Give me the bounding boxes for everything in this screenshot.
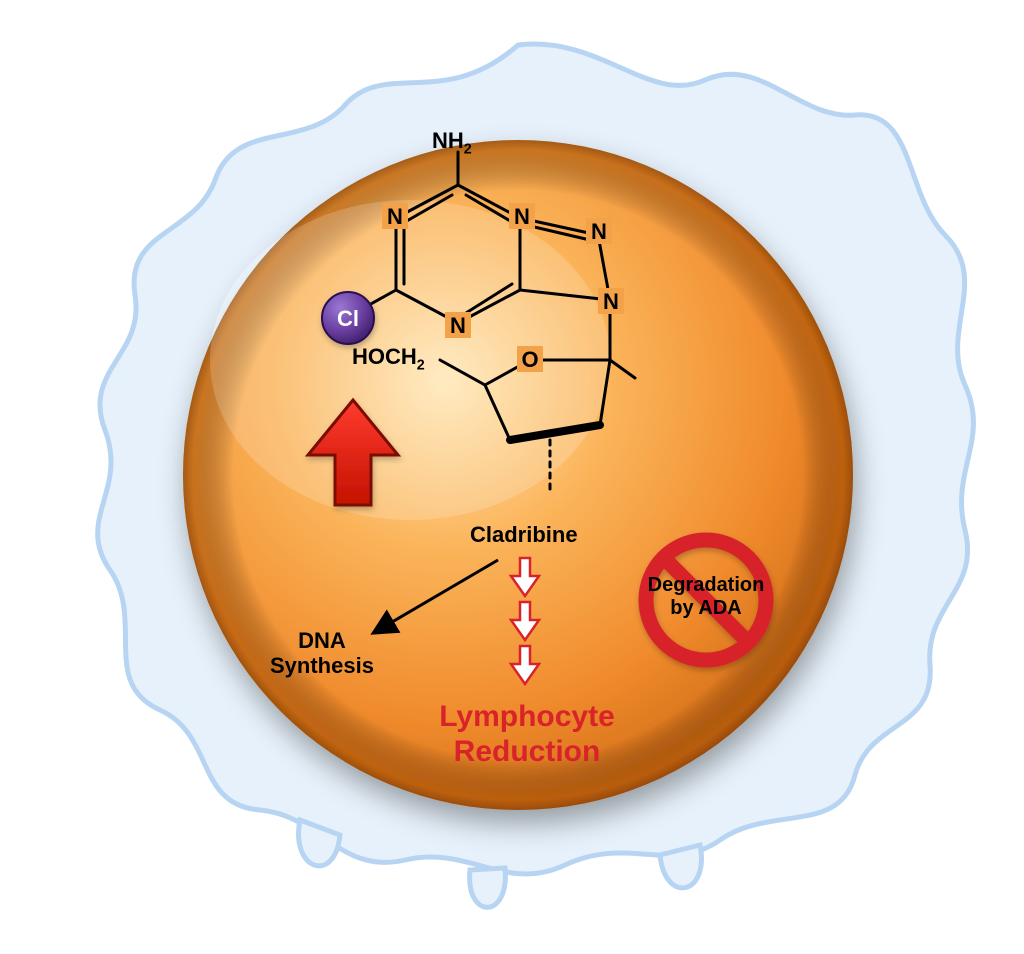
atom-n: N (450, 313, 466, 338)
atom-n: N (387, 204, 403, 229)
cladribine-label: Cladribine (470, 522, 578, 547)
diagram-svg: N N N N N O Cl (0, 0, 1024, 954)
dna-synthesis-label: DNASynthesis (270, 628, 374, 679)
chlorine-icon: Cl (322, 292, 374, 344)
atom-o: O (521, 347, 538, 372)
nh2-label: NH2 (432, 128, 472, 158)
diagram-stage: N N N N N O Cl (0, 0, 1024, 954)
lymphocyte-arrows-icon (511, 558, 539, 684)
atom-n: N (603, 289, 619, 314)
hoch2-label: HOCH2 (352, 344, 425, 374)
cl-label: Cl (337, 306, 359, 331)
atom-n: N (591, 219, 607, 244)
atom-n: N (514, 204, 530, 229)
degradation-label: Degradationby ADA (645, 574, 767, 620)
lymphocyte-reduction-label: LymphocyteReduction (432, 700, 622, 769)
